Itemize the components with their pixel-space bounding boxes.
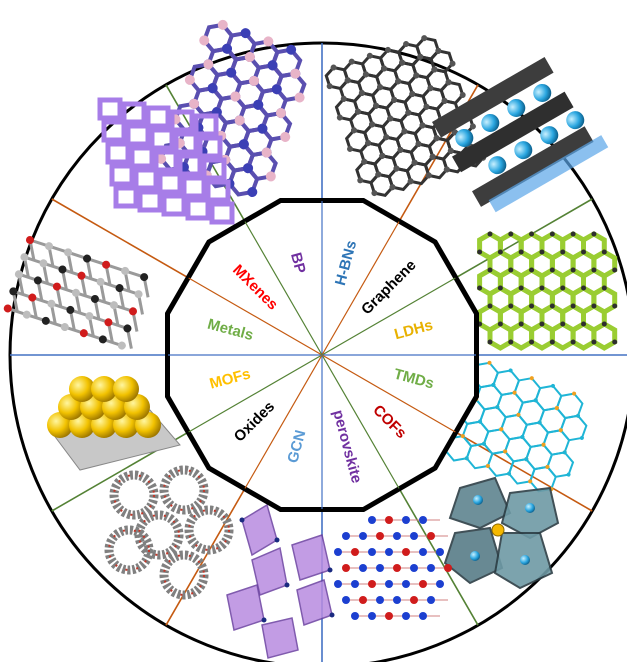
center-divider-10 [188,277,323,356]
center-divider-2 [321,277,456,356]
center-sector-dividers [168,201,476,509]
transition-metal-dichalcogenide [477,231,618,351]
center-divider-11 [244,221,323,356]
mxene-lattice [3,236,150,350]
graphitic-carbon-nitride [334,516,452,620]
center-divider-5 [321,354,400,489]
oxide-polyhedra [226,503,335,659]
center-divider-7 [244,354,323,489]
perovskite-octahedra [443,476,560,590]
sector-label-bp: BP [287,251,309,276]
covalent-organic-framework [443,360,588,493]
graphene-lattice [324,35,487,198]
center-divider-8 [188,354,323,433]
metal-organic-framework [104,465,234,600]
center-divider-4 [321,354,456,433]
layered-double-hydroxide [432,57,609,213]
center-divider-1 [321,221,400,356]
metal-cluster-on-support [47,376,181,471]
black-phosphorus-lattice [97,97,235,225]
